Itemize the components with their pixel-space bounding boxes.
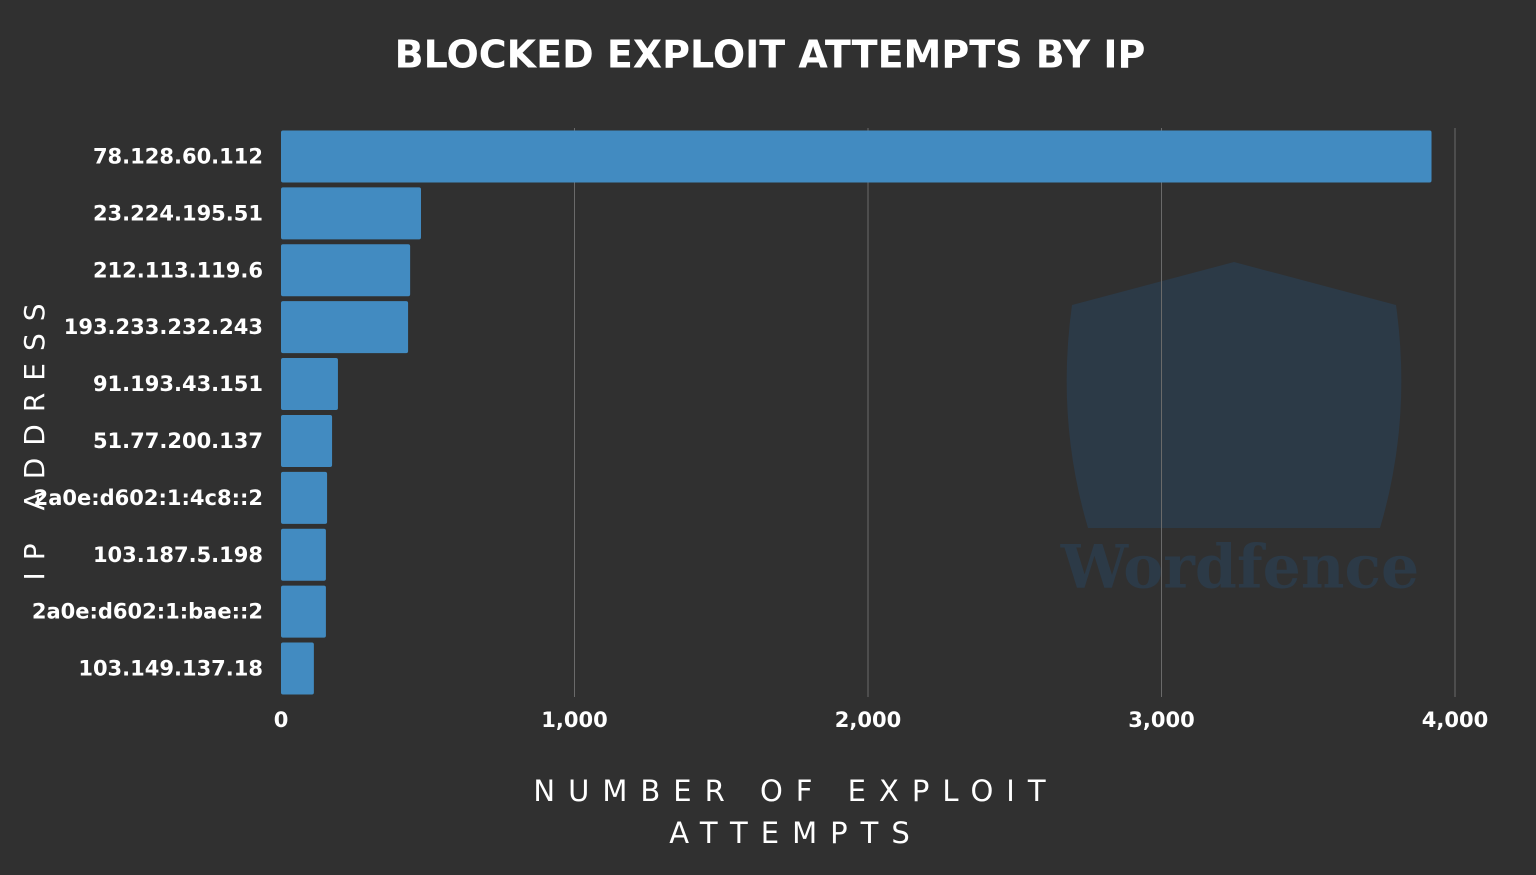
bar	[281, 301, 409, 354]
bar	[281, 528, 326, 581]
y-tick-label: 91.193.43.151	[93, 372, 263, 396]
x-tick-label: 4,000	[1422, 708, 1488, 732]
y-tick-label: 78.128.60.112	[93, 144, 263, 168]
y-tick-label: 103.187.5.198	[93, 543, 263, 567]
y-tick-label: 2a0e:d602:1:bae::2	[32, 600, 263, 624]
bar	[281, 358, 338, 411]
bar	[281, 187, 421, 240]
bar	[281, 244, 411, 297]
y-tick-label: 212.113.119.6	[93, 258, 263, 282]
y-tick-label: 103.149.137.18	[78, 657, 263, 681]
x-tick-label: 1,000	[541, 708, 607, 732]
y-axis-label: IP ADDRESS	[18, 291, 51, 580]
y-tick-label: 2a0e:d602:1:4c8::2	[34, 486, 263, 510]
chart-title: BLOCKED EXPLOIT ATTEMPTS BY IP	[395, 33, 1146, 77]
watermark-logo: Wordfence	[1060, 262, 1419, 603]
bar	[281, 642, 314, 695]
bar	[281, 471, 328, 524]
bar	[281, 130, 1432, 183]
x-tick-label: 3,000	[1128, 708, 1194, 732]
x-tick-label: 2,000	[835, 708, 901, 732]
bar	[281, 414, 333, 467]
y-tick-label: 193.233.232.243	[64, 315, 263, 339]
watermark: Wordfence	[1060, 533, 1419, 603]
bar	[281, 585, 326, 638]
x-axis-label: NUMBER OF EXPLOIT ATTEMPTS	[533, 774, 1059, 850]
y-tick-label: 51.77.200.137	[93, 429, 263, 453]
y-tick-label: 23.224.195.51	[93, 201, 263, 225]
x-tick-label: 0	[274, 708, 289, 732]
